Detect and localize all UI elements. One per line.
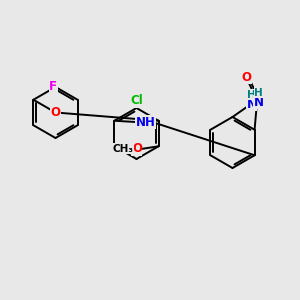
Text: H: H xyxy=(254,88,263,98)
Text: N: N xyxy=(254,96,264,109)
Text: O: O xyxy=(50,106,61,119)
Text: Cl: Cl xyxy=(130,94,143,107)
Text: CH₃: CH₃ xyxy=(112,144,133,154)
Text: NH: NH xyxy=(136,116,156,128)
Text: O: O xyxy=(132,142,142,155)
Text: H: H xyxy=(247,90,256,100)
Text: O: O xyxy=(241,70,251,84)
Text: F: F xyxy=(49,80,57,94)
Text: N: N xyxy=(246,98,256,111)
